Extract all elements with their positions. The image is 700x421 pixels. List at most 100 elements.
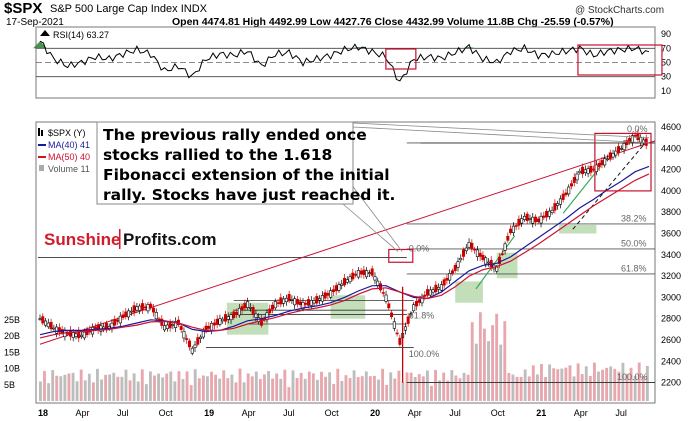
volume-bar [144, 384, 148, 401]
rsi-axis-label: 30 [661, 72, 671, 82]
candle-body [636, 133, 640, 141]
price-axis-label: 2400 [661, 356, 681, 366]
volume-bar [153, 375, 156, 401]
volume-bar [377, 379, 380, 401]
candle-body [318, 298, 322, 301]
candle-body [589, 165, 593, 173]
volume-bar [96, 368, 99, 401]
candle-body [403, 326, 407, 331]
candle-body [481, 254, 485, 261]
volume-bar [59, 376, 63, 401]
volume-bar [226, 378, 230, 401]
volume-bar [177, 371, 181, 401]
volume-bar [381, 368, 385, 401]
volume-bar [254, 371, 258, 401]
volume-bar [234, 382, 238, 401]
header-index-name: S&P 500 Large Cap Index [50, 3, 178, 15]
candle-body [464, 247, 468, 252]
candle-body [600, 160, 604, 166]
candle-body [160, 318, 164, 326]
candle-body [199, 336, 203, 339]
volume-bar [320, 371, 323, 401]
candle-body [498, 256, 502, 264]
rsi-highlight-box [577, 44, 663, 76]
candle-body [542, 215, 546, 218]
volume-bar [466, 374, 470, 401]
candle-body [644, 138, 648, 146]
candle-body [201, 331, 205, 338]
candle-body [49, 321, 53, 330]
candle-body [625, 140, 629, 146]
candle-body [392, 321, 396, 329]
volume-bar [560, 368, 564, 401]
volume-bar [641, 375, 645, 401]
volume-bar [597, 371, 600, 401]
header-credit[interactable]: @ StockCharts.com [575, 5, 665, 16]
candle-body [116, 319, 120, 322]
candle-body [608, 152, 612, 160]
candle-body [301, 302, 305, 310]
candle-body [121, 314, 125, 318]
volume-bar [588, 375, 592, 401]
candle-body [395, 332, 399, 335]
rsi-legend [40, 30, 50, 36]
volume-bar [169, 371, 173, 401]
volume-bar [128, 380, 132, 401]
volume-bar [271, 378, 275, 401]
rsi-overbought-fill [351, 46, 366, 49]
volume-bar [47, 383, 51, 401]
consolidation-shade [559, 224, 597, 234]
candle-body [467, 241, 471, 248]
candle-body [605, 158, 609, 161]
volume-bar [173, 381, 177, 401]
candle-body [387, 303, 391, 309]
candle-body [190, 347, 194, 354]
candle-body [124, 311, 128, 317]
candle-body [431, 289, 435, 293]
volume-bar [409, 372, 413, 401]
annotation-box [96, 121, 354, 205]
consolidation-shade [496, 252, 518, 279]
legend-swatch [41, 130, 43, 136]
candle-body [74, 333, 78, 337]
candle-body [251, 306, 255, 315]
candle-body [445, 277, 449, 281]
legend-label: $SPX (Y) [48, 128, 86, 138]
brand-profits: Profits.com [123, 230, 217, 249]
volume-bar [515, 376, 519, 401]
volume-axis-label: 10B [4, 364, 20, 374]
candle-body [309, 300, 313, 306]
candle-body [426, 289, 430, 296]
candle-body [561, 193, 565, 200]
volume-bar [430, 385, 433, 401]
candle-body [193, 344, 197, 348]
volume-bar [299, 372, 303, 401]
candle-body [539, 215, 543, 224]
candle-body [365, 270, 369, 278]
candle-body [553, 203, 557, 211]
candle-body [337, 284, 341, 291]
candle-body [373, 276, 377, 281]
volume-bar [368, 376, 372, 401]
candle-body [229, 314, 233, 321]
volume-bar [201, 375, 205, 401]
candle-body [356, 270, 360, 278]
volume-bar [446, 380, 450, 401]
candle-body [564, 192, 568, 196]
x-axis-label: Oct [325, 408, 340, 418]
candle-body [619, 147, 623, 150]
volume-bar [413, 376, 417, 401]
candle-body [273, 301, 277, 309]
candle-body [295, 299, 299, 305]
volume-bar [580, 374, 584, 401]
candle-body [265, 312, 269, 320]
candle-body [578, 170, 582, 173]
x-axis-label: Oct [159, 408, 174, 418]
dashed-trendline [572, 140, 648, 230]
candle-body [212, 322, 216, 326]
x-axis-label: Jul [283, 408, 295, 418]
brand-background [40, 226, 216, 251]
candle-body [475, 249, 479, 257]
candle-body [628, 138, 632, 143]
legend-label: MA(50) 40 [48, 152, 90, 162]
